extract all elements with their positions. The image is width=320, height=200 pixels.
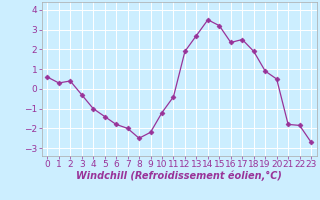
X-axis label: Windchill (Refroidissement éolien,°C): Windchill (Refroidissement éolien,°C) [76, 171, 282, 181]
